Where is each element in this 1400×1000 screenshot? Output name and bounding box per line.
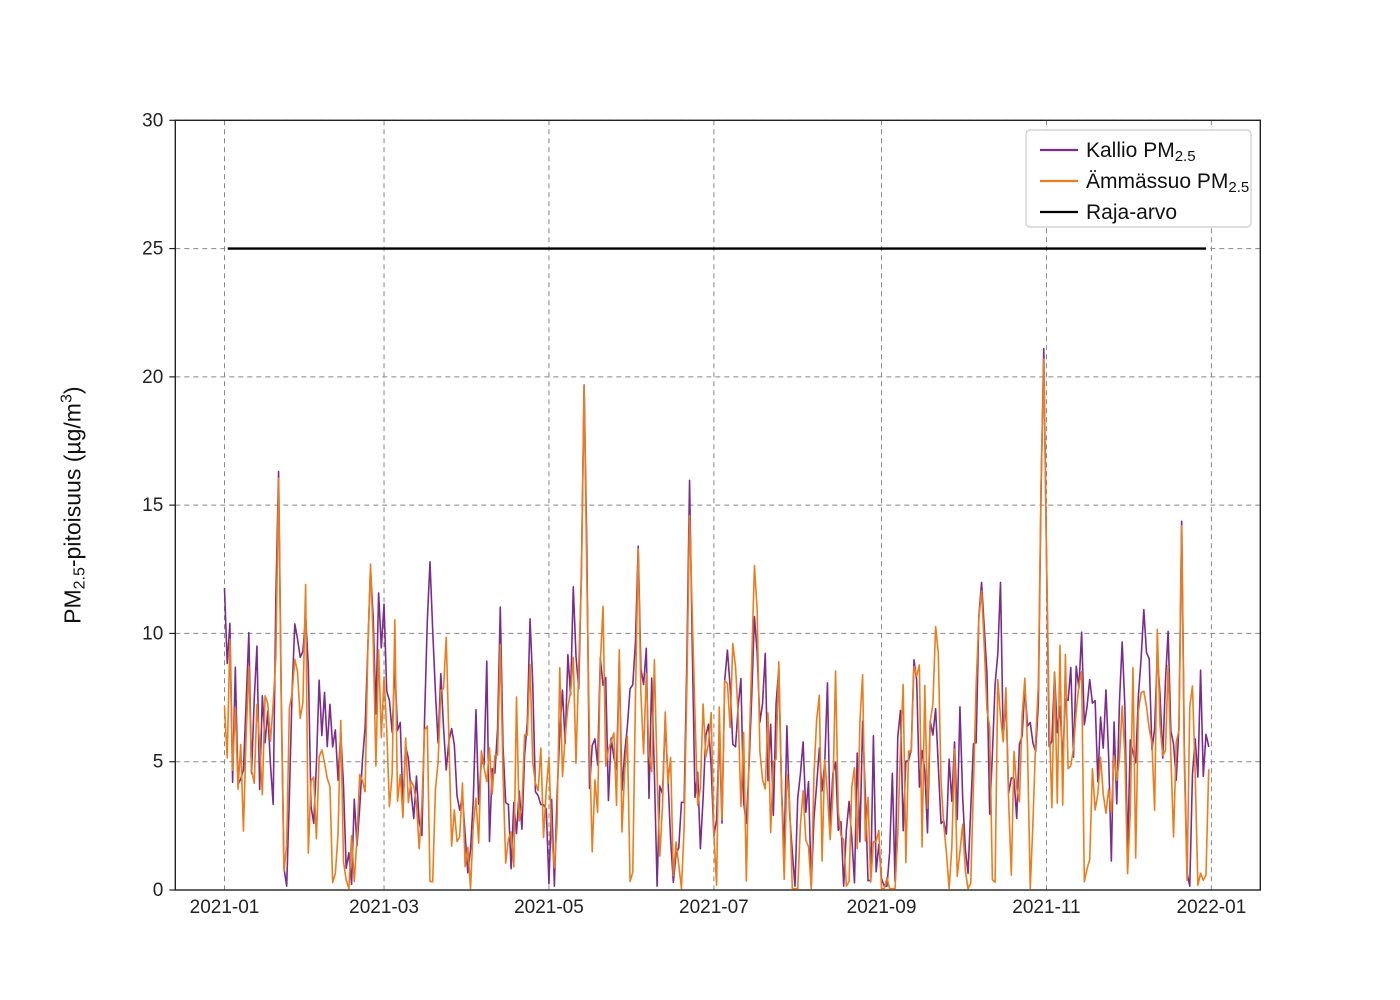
svg-text:2021-05: 2021-05: [514, 897, 584, 918]
svg-text:5: 5: [153, 752, 164, 773]
svg-text:2021-01: 2021-01: [190, 897, 260, 918]
svg-text:2021-09: 2021-09: [847, 897, 917, 918]
svg-text:30: 30: [142, 110, 163, 131]
svg-text:2021-11: 2021-11: [1012, 897, 1080, 918]
svg-text:2022-01: 2022-01: [1177, 897, 1247, 918]
svg-text:2021-07: 2021-07: [679, 897, 749, 918]
svg-text:0: 0: [153, 880, 164, 901]
svg-text:20: 20: [142, 367, 163, 388]
svg-text:Raja-arvo: Raja-arvo: [1086, 201, 1177, 224]
svg-text:15: 15: [142, 495, 163, 516]
svg-text:25: 25: [142, 239, 163, 260]
svg-text:2021-03: 2021-03: [349, 897, 419, 918]
svg-text:Ämmässuo PM2.5: Ämmässuo PM2.5: [1086, 170, 1249, 196]
svg-text:10: 10: [142, 623, 163, 644]
